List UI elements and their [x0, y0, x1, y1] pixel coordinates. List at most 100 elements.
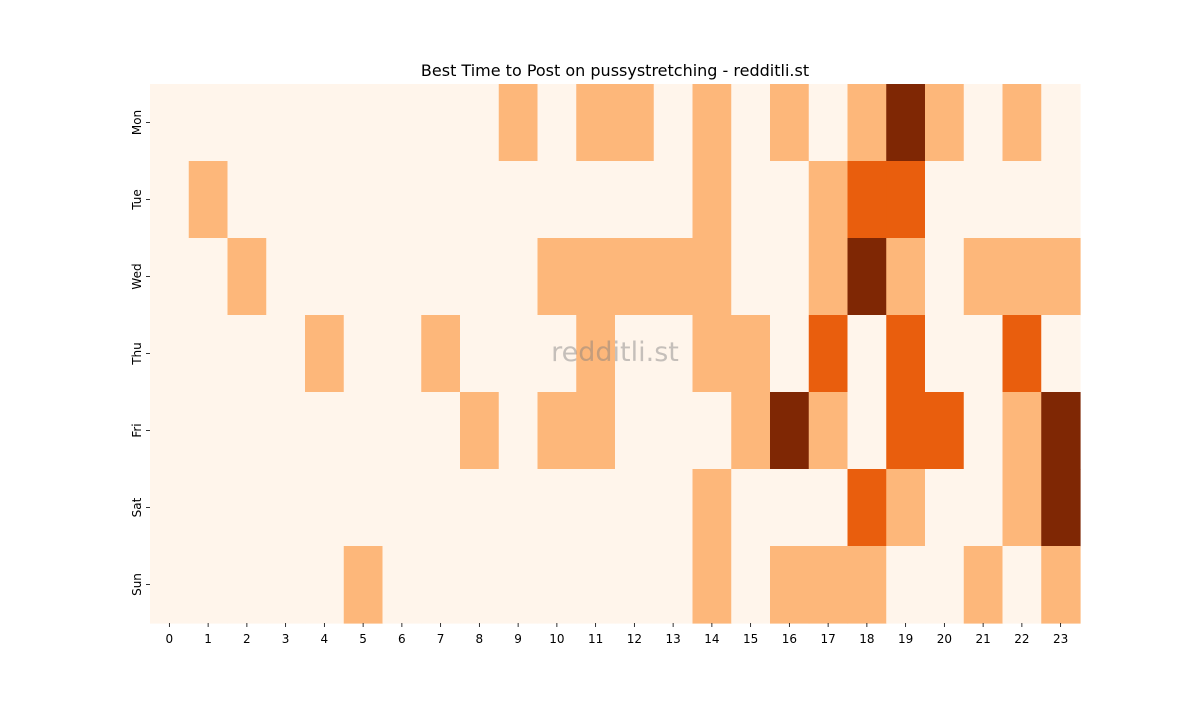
heatmap-cell-sat-19: [886, 469, 926, 547]
heatmap-cell-thu-17: [808, 315, 849, 393]
x-tick-label: 13: [665, 632, 680, 646]
heatmap-cell-fri-19: [886, 392, 926, 470]
y-tick-label-sat: Sat: [130, 497, 144, 517]
heatmap-cell-thu-7: [421, 315, 461, 393]
heatmap-cell-sun-8: [460, 546, 500, 624]
heatmap-cell-thu-0: [150, 315, 190, 393]
heatmap-cell-wed-7: [421, 238, 461, 316]
x-tick-label: 5: [359, 632, 367, 646]
heatmap-cell-fri-7: [421, 392, 461, 470]
heatmap-cell-thu-22: [1002, 315, 1042, 393]
heatmap-cell-tue-5: [343, 161, 384, 239]
heatmap-cell-thu-15: [731, 315, 771, 393]
heatmap-cell-wed-9: [498, 238, 539, 316]
heatmap-cell-tue-8: [460, 161, 500, 239]
heatmap-cell-tue-12: [615, 161, 655, 239]
heatmap-cell-sat-16: [770, 469, 810, 547]
heatmap-cell-tue-3: [266, 161, 306, 239]
heatmap-cell-wed-14: [692, 238, 732, 316]
heatmap-cell-tue-23: [1041, 161, 1081, 239]
heatmap-cell-fri-17: [808, 392, 849, 470]
heatmap-cell-sun-9: [498, 546, 539, 624]
heatmap-cell-mon-0: [150, 84, 190, 162]
heatmap-cell-mon-22: [1002, 84, 1042, 162]
heatmap-cell-mon-18: [847, 84, 887, 162]
heatmap-cell-mon-8: [460, 84, 500, 162]
x-tick-label: 2: [243, 632, 251, 646]
heatmap-cell-mon-5: [343, 84, 384, 162]
heatmap-cell-mon-23: [1041, 84, 1081, 162]
x-tick-label: 22: [1014, 632, 1029, 646]
heatmap-cell-wed-12: [615, 238, 655, 316]
heatmap-cell-fri-3: [266, 392, 306, 470]
heatmap-cell-sun-17: [808, 546, 849, 624]
heatmap-cell-mon-16: [770, 84, 810, 162]
heatmap-cell-thu-8: [460, 315, 500, 393]
heatmap-cell-sun-4: [305, 546, 345, 624]
heatmap-cell-tue-14: [692, 161, 732, 239]
heatmap-cell-sat-14: [692, 469, 732, 547]
heatmap-cell-tue-11: [576, 161, 616, 239]
heatmap-cell-fri-23: [1041, 392, 1081, 470]
x-tick-label: 18: [859, 632, 874, 646]
heatmap-cell-thu-23: [1041, 315, 1081, 393]
heatmap-cell-sun-0: [150, 546, 190, 624]
x-tick-label: 17: [820, 632, 835, 646]
heatmap-cell-wed-19: [886, 238, 926, 316]
heatmap-cell-wed-18: [847, 238, 887, 316]
heatmap-cell-fri-11: [576, 392, 616, 470]
heatmap-cell-thu-1: [188, 315, 229, 393]
heatmap-cell-wed-11: [576, 238, 616, 316]
heatmap-cell-wed-8: [460, 238, 500, 316]
x-tick-label: 12: [627, 632, 642, 646]
heatmap-cell-fri-13: [653, 392, 694, 470]
heatmap-cell-fri-9: [498, 392, 539, 470]
heatmap-cell-tue-1: [188, 161, 229, 239]
heatmap-cell-thu-3: [266, 315, 306, 393]
heatmap-cell-sat-1: [188, 469, 229, 547]
heatmap-cell-sat-12: [615, 469, 655, 547]
heatmap-cell-fri-22: [1002, 392, 1042, 470]
heatmap-cell-sun-23: [1041, 546, 1081, 624]
heatmap-cell-mon-3: [266, 84, 306, 162]
heatmap-cell-sun-16: [770, 546, 810, 624]
x-tick-label: 9: [514, 632, 522, 646]
heatmap-cell-sat-17: [808, 469, 849, 547]
heatmap-cell-tue-0: [150, 161, 190, 239]
heatmap-cell-sat-13: [653, 469, 694, 547]
x-tick-label: 4: [321, 632, 329, 646]
heatmap-cell-sat-21: [963, 469, 1004, 547]
heatmap-cell-tue-15: [731, 161, 771, 239]
heatmap-cell-sat-11: [576, 469, 616, 547]
x-tick-label: 14: [704, 632, 719, 646]
heatmap-cell-tue-10: [537, 161, 577, 239]
heatmap-cell-sat-3: [266, 469, 306, 547]
y-tick-label-fri: Fri: [130, 423, 144, 437]
heatmap-cell-wed-17: [808, 238, 849, 316]
heatmap-cell-sun-22: [1002, 546, 1042, 624]
heatmap-cell-thu-6: [382, 315, 422, 393]
y-tick-label-wed: Wed: [130, 263, 144, 289]
heatmap-cell-sat-15: [731, 469, 771, 547]
heatmap-cell-sun-13: [653, 546, 694, 624]
heatmap-cell-thu-19: [886, 315, 926, 393]
heatmap-cell-thu-5: [343, 315, 384, 393]
heatmap-cell-tue-9: [498, 161, 539, 239]
heatmap-cell-tue-22: [1002, 161, 1042, 239]
heatmap-cell-wed-0: [150, 238, 190, 316]
heatmap-cell-sat-8: [460, 469, 500, 547]
heatmap-cell-fri-20: [925, 392, 965, 470]
heatmap-cell-sun-5: [343, 546, 384, 624]
x-tick-label: 3: [282, 632, 290, 646]
heatmap-cell-mon-14: [692, 84, 732, 162]
x-tick-label: 10: [549, 632, 564, 646]
heatmap-cell-thu-2: [227, 315, 267, 393]
y-axis: Mon Tue Wed Thu Fri Sat Sun: [130, 110, 150, 596]
x-tick-label: 20: [937, 632, 952, 646]
heatmap-cell-thu-20: [925, 315, 965, 393]
heatmap-cell-thu-14: [692, 315, 732, 393]
x-tick-label: 15: [743, 632, 758, 646]
heatmap-cell-sun-11: [576, 546, 616, 624]
heatmap-cell-sat-6: [382, 469, 422, 547]
